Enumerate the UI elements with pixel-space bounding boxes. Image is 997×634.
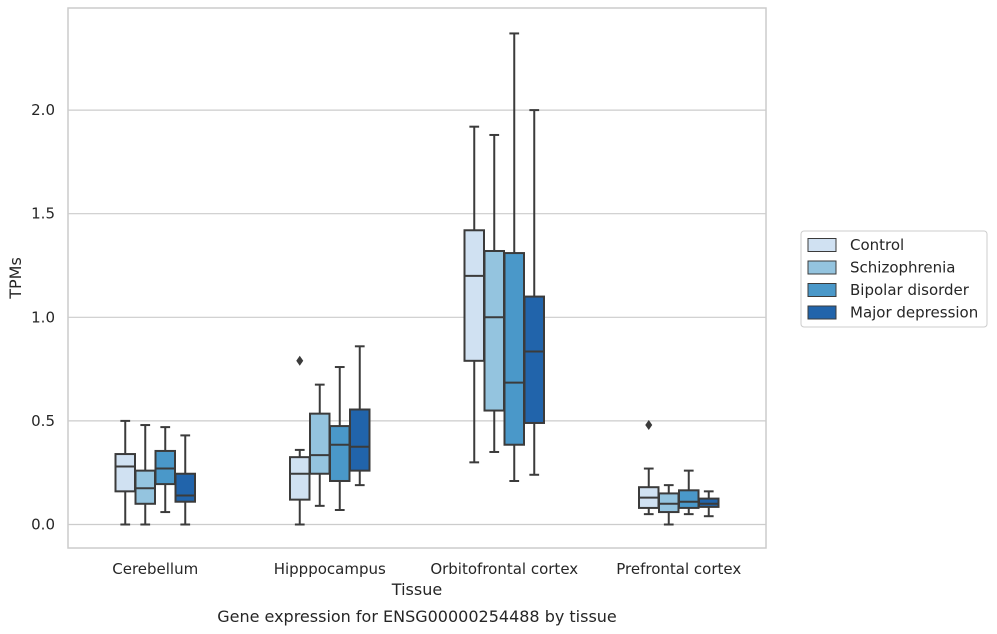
box-bipolar-disorder (329, 366, 351, 511)
box-major-depression (349, 345, 371, 487)
box-body (309, 412, 331, 475)
legend-label: Major depression (850, 304, 978, 322)
legend-label: Schizophrenia (850, 259, 955, 277)
box-body (154, 449, 176, 486)
outlier-point (296, 355, 304, 366)
y-tick-label: 0.0 (31, 516, 55, 534)
box-body (503, 252, 525, 446)
box-major-depression (523, 109, 545, 476)
outlier-point (645, 420, 653, 431)
x-tick-label: Cerebellum (112, 560, 198, 578)
box-body (463, 229, 485, 362)
boxes-layer (114, 32, 720, 526)
box-body (678, 489, 700, 509)
legend-swatch (807, 305, 837, 320)
legend-swatch (807, 238, 837, 252)
box-bipolar-disorder (678, 469, 700, 516)
box-body (658, 492, 680, 514)
y-tick-label: 1.5 (31, 205, 55, 223)
y-axis-label: TPMs (6, 257, 25, 300)
box-body (289, 456, 311, 501)
legend-swatch (807, 260, 837, 275)
box-body (483, 249, 505, 412)
chart-caption: Gene expression for ENSG00000254488 by t… (217, 607, 617, 626)
legend-label: Bipolar disorder (850, 281, 970, 299)
y-tick-labels: 0.0 0.5 1.0 1.5 2.0 (31, 101, 55, 533)
box-body (523, 295, 545, 424)
plot-frame (67, 7, 767, 549)
x-tick-labels: Cerebellum Hipppocampus Orbitofrontal cort… (112, 560, 741, 578)
x-tick-label: Orbitofrontal cortex (430, 560, 578, 578)
box-body (134, 469, 156, 505)
box-body (698, 497, 720, 508)
box-schizophrenia (134, 424, 156, 526)
x-tick-label: Hipppocampus (274, 560, 386, 578)
box-schizophrenia (483, 133, 505, 453)
legend-label: Control (850, 236, 904, 254)
x-tick-label: Prefrontal cortex (616, 560, 741, 578)
y-tick-label: 1.0 (31, 308, 55, 326)
x-axis-label: Tissue (391, 580, 442, 599)
box-major-depression (698, 490, 720, 518)
box-body (114, 453, 136, 493)
box-body (349, 408, 371, 472)
legend: Control Schizophrenia Bipolar disorder Majo… (800, 230, 988, 328)
box-body (329, 425, 351, 482)
y-tick-label: 0.5 (31, 412, 55, 430)
y-tick-label: 2.0 (31, 101, 55, 119)
box-schizophrenia (309, 383, 331, 507)
legend-frame (800, 230, 988, 328)
box-bipolar-disorder (503, 32, 525, 482)
box-control (463, 125, 485, 464)
box-body (174, 472, 196, 503)
grid-lines (68, 109, 766, 526)
box-control (638, 420, 660, 516)
box-schizophrenia (658, 484, 680, 526)
box-control (114, 419, 136, 526)
box-control (289, 355, 311, 526)
box-bipolar-disorder (154, 426, 176, 514)
box-major-depression (174, 434, 196, 526)
legend-swatch (807, 283, 837, 297)
